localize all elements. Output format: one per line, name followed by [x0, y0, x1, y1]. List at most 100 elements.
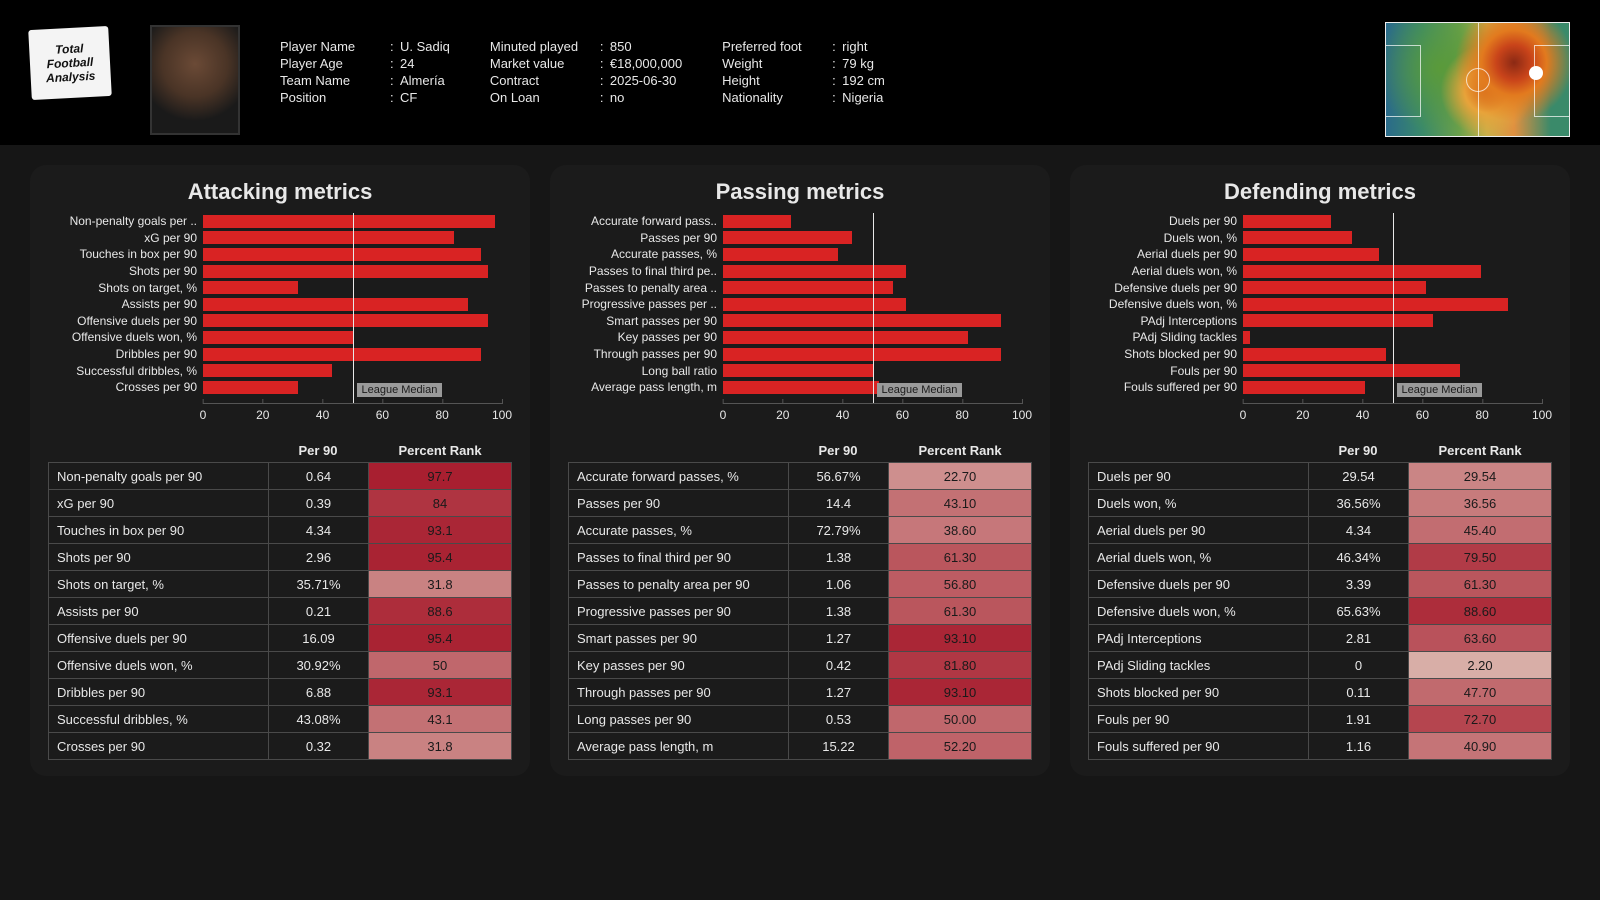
bar	[203, 231, 454, 244]
x-axis: 020406080100	[203, 403, 502, 431]
bar-label: Crosses per 90	[47, 380, 197, 394]
metric-per90: 1.91	[1309, 706, 1409, 733]
bar	[723, 314, 1001, 327]
table-row: Progressive passes per 901.3861.30	[569, 598, 1032, 625]
header: Total Football Analysis Player Name:U. S…	[0, 0, 1600, 145]
bar-label: Passes to penalty area ..	[567, 281, 717, 295]
metrics-panel: Passing metricsAccurate forward pass..Pa…	[550, 165, 1050, 776]
table-row: Key passes per 900.4281.80	[569, 652, 1032, 679]
metric-per90: 1.27	[789, 679, 889, 706]
x-tick: 40	[836, 404, 849, 422]
bar-label: Aerial duels won, %	[1087, 264, 1237, 278]
metric-rank: 43.10	[889, 490, 1032, 517]
x-tick: 100	[492, 404, 512, 422]
info-block-contract: Minuted played:850 Market value:€18,000,…	[490, 20, 682, 106]
metric-name: Dribbles per 90	[49, 679, 269, 706]
metric-per90: 6.88	[269, 679, 369, 706]
x-tick: 0	[720, 404, 727, 422]
table-row: Defensive duels per 903.3961.30	[1089, 571, 1552, 598]
bar	[1243, 298, 1508, 311]
bar-label: Passes per 90	[567, 231, 717, 245]
x-tick: 80	[1476, 404, 1489, 422]
metric-rank: 72.70	[1409, 706, 1552, 733]
metric-name: Defensive duels per 90	[1089, 571, 1309, 598]
metric-rank: 40.90	[1409, 733, 1552, 760]
metric-rank: 22.70	[889, 463, 1032, 490]
bar-label: Shots on target, %	[47, 281, 197, 295]
metric-rank: 2.20	[1409, 652, 1552, 679]
metric-rank: 63.60	[1409, 625, 1552, 652]
metric-per90: 29.54	[1309, 463, 1409, 490]
metric-rank: 93.10	[889, 679, 1032, 706]
metric-per90: 30.92%	[269, 652, 369, 679]
metric-per90: 15.22	[789, 733, 889, 760]
x-tick: 0	[1240, 404, 1247, 422]
metric-per90: 43.08%	[269, 706, 369, 733]
bar	[1243, 215, 1331, 228]
bar	[723, 215, 791, 228]
bar-label: PAdj Sliding tackles	[1087, 330, 1237, 344]
col-rank: Percent Rank	[368, 443, 512, 458]
bar-label: Long ball ratio	[567, 364, 717, 378]
col-per90: Per 90	[268, 443, 368, 458]
metric-per90: 0.53	[789, 706, 889, 733]
table-header: Per 90Percent Rank	[1088, 437, 1552, 462]
x-axis: 020406080100	[723, 403, 1022, 431]
col-per90: Per 90	[1308, 443, 1408, 458]
table-row: Crosses per 900.3231.8	[49, 733, 512, 760]
bar	[203, 265, 488, 278]
table-row: Through passes per 901.2793.10	[569, 679, 1032, 706]
metric-name: Duels per 90	[1089, 463, 1309, 490]
metric-per90: 0.11	[1309, 679, 1409, 706]
bar	[723, 248, 838, 261]
bar	[203, 331, 353, 344]
bar-label: Duels per 90	[1087, 214, 1237, 228]
bar-label: Accurate forward pass..	[567, 214, 717, 228]
x-tick: 40	[316, 404, 329, 422]
metric-per90: 56.67%	[789, 463, 889, 490]
metric-name: Key passes per 90	[569, 652, 789, 679]
x-axis: 020406080100	[1243, 403, 1542, 431]
x-tick: 100	[1532, 404, 1552, 422]
metric-name: Average pass length, m	[569, 733, 789, 760]
metric-rank: 29.54	[1409, 463, 1552, 490]
table-row: Duels per 9029.5429.54	[1089, 463, 1552, 490]
player-name: U. Sadiq	[400, 38, 450, 55]
metrics-table: Duels per 9029.5429.54Duels won, %36.56%…	[1088, 462, 1552, 760]
metric-per90: 1.16	[1309, 733, 1409, 760]
bar	[723, 281, 893, 294]
bar	[203, 215, 495, 228]
metric-rank: 31.8	[369, 733, 512, 760]
table-row: Defensive duels won, %65.63%88.60	[1089, 598, 1552, 625]
bar	[1243, 314, 1433, 327]
metrics-table: Non-penalty goals per 900.6497.7xG per 9…	[48, 462, 512, 760]
metric-per90: 0	[1309, 652, 1409, 679]
metric-rank: 31.8	[369, 571, 512, 598]
table-row: Touches in box per 904.3493.1	[49, 517, 512, 544]
median-tag: League Median	[877, 383, 963, 397]
bar-label: Progressive passes per ..	[567, 297, 717, 311]
bar	[1243, 265, 1481, 278]
metric-rank: 61.30	[1409, 571, 1552, 598]
x-tick: 60	[1416, 404, 1429, 422]
table-row: PAdj Interceptions2.8163.60	[1089, 625, 1552, 652]
bar-label: Non-penalty goals per ..	[47, 214, 197, 228]
metric-per90: 2.96	[269, 544, 369, 571]
metric-name: Accurate passes, %	[569, 517, 789, 544]
table-row: Passes per 9014.443.10	[569, 490, 1032, 517]
table-row: Accurate forward passes, %56.67%22.70	[569, 463, 1032, 490]
metric-per90: 4.34	[1309, 517, 1409, 544]
metric-name: PAdj Sliding tackles	[1089, 652, 1309, 679]
metric-per90: 1.38	[789, 544, 889, 571]
table-row: Average pass length, m15.2252.20	[569, 733, 1032, 760]
metric-rank: 79.50	[1409, 544, 1552, 571]
metric-per90: 35.71%	[269, 571, 369, 598]
metric-name: Defensive duels won, %	[1089, 598, 1309, 625]
metric-per90: 0.64	[269, 463, 369, 490]
metric-rank: 61.30	[889, 544, 1032, 571]
metric-per90: 2.81	[1309, 625, 1409, 652]
metric-rank: 43.1	[369, 706, 512, 733]
percentile-bar-chart: Accurate forward pass..Passes per 90Accu…	[568, 213, 1032, 431]
bar	[203, 298, 468, 311]
table-row: Non-penalty goals per 900.6497.7	[49, 463, 512, 490]
